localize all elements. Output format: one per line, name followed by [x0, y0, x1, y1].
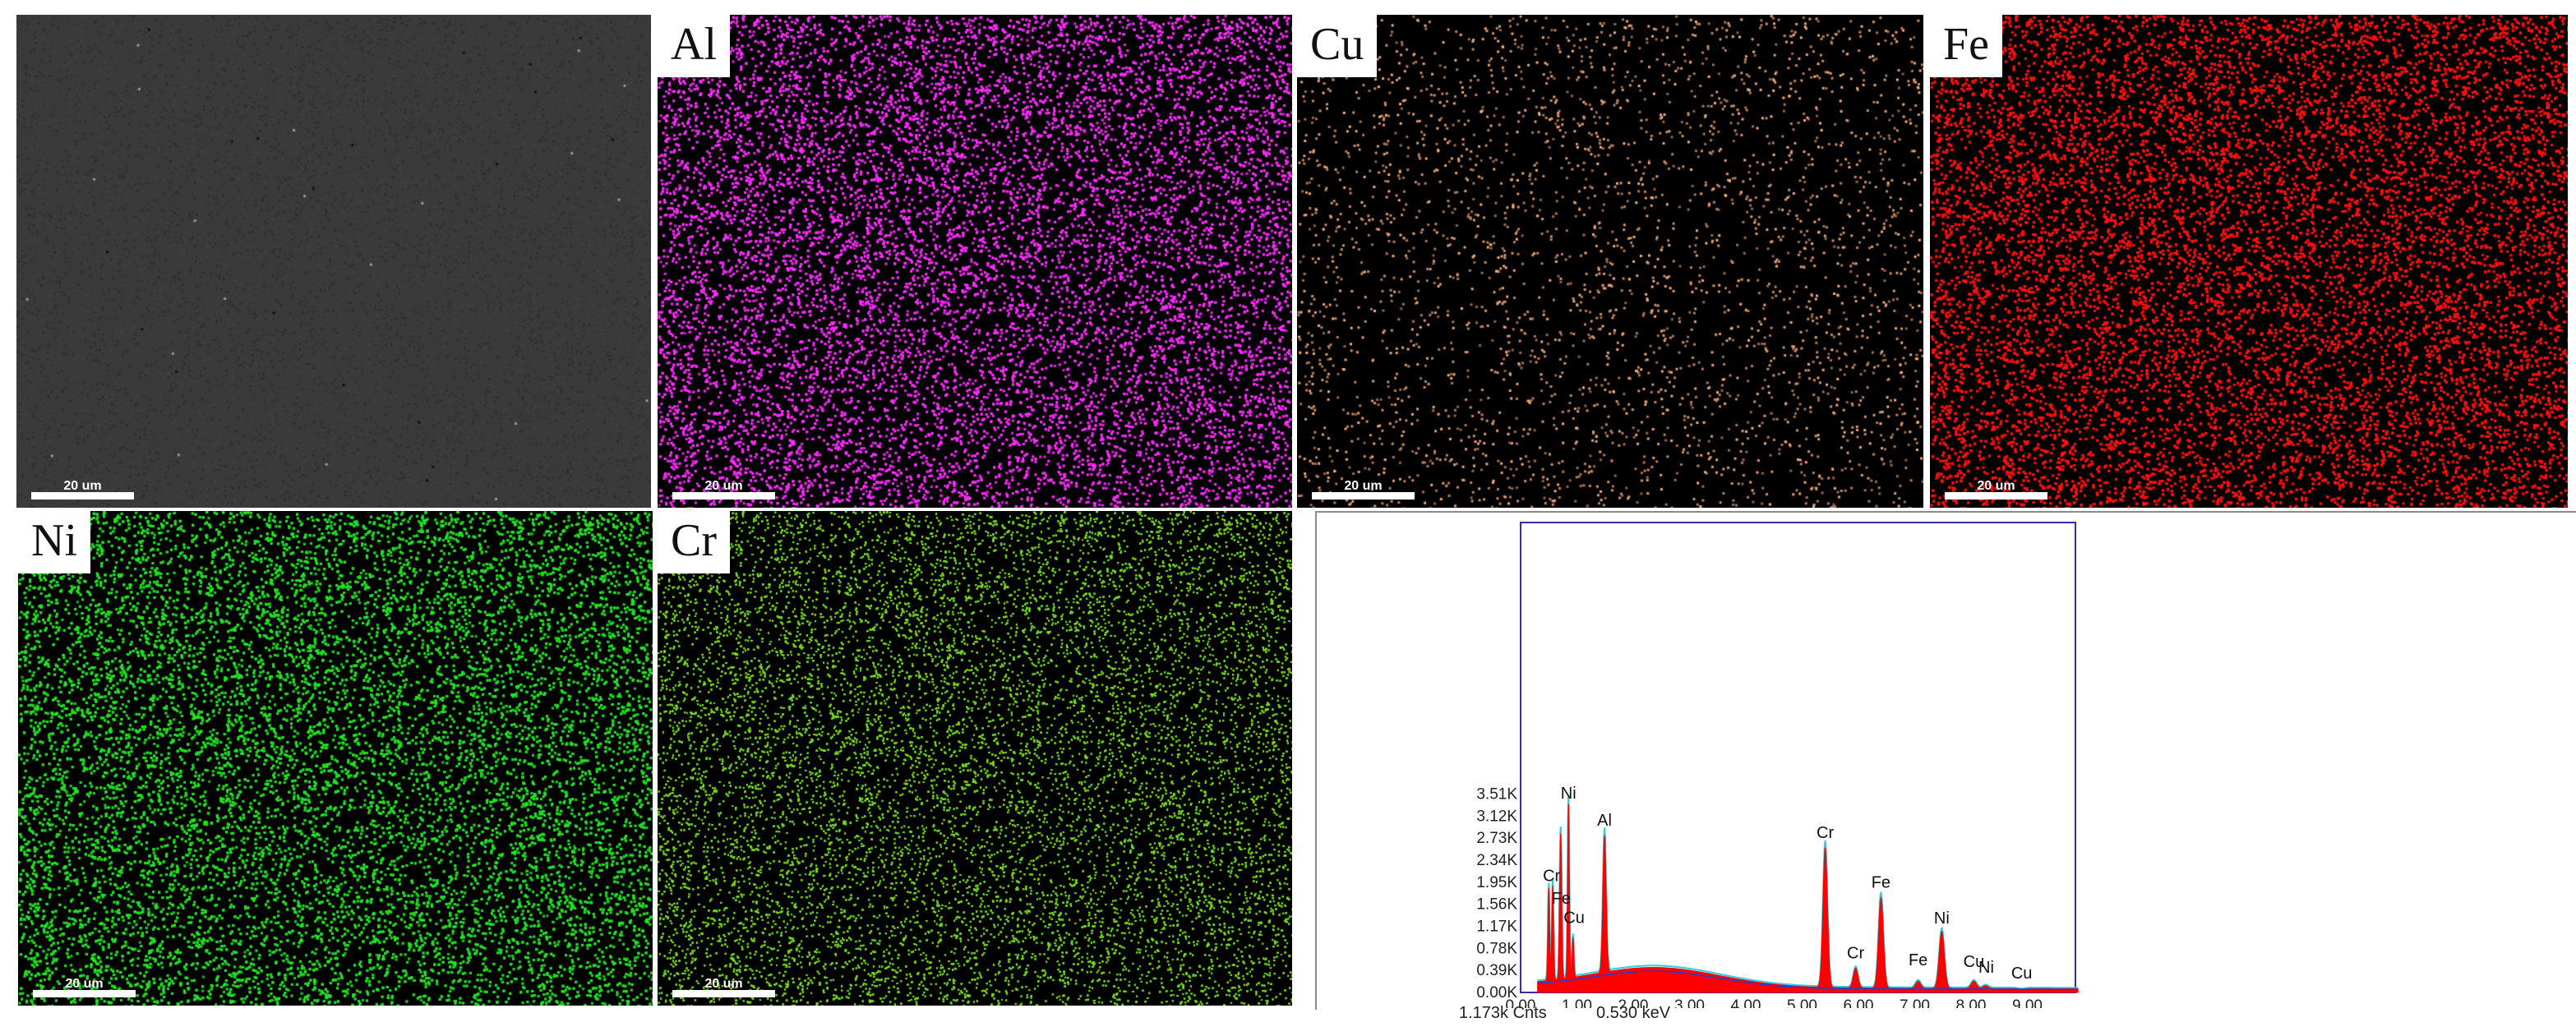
- sem-image-panel: 20 um: [16, 15, 651, 508]
- y-tick-label: 1.56K: [1476, 896, 1517, 914]
- scale-bar-line: [1945, 492, 2047, 500]
- background-fit-line: [1537, 970, 2075, 990]
- x-tick-label: 5.00: [1787, 997, 1817, 1008]
- ni-element-map: [18, 511, 653, 1006]
- eds-spectrum-frame: [1315, 511, 2576, 1010]
- cr-map-panel: Cr 20 um: [658, 511, 1292, 1006]
- x-tick-label: 0.00: [1506, 997, 1536, 1008]
- scale-bar-line: [33, 990, 136, 997]
- peak-label: Ni: [1978, 959, 1994, 977]
- x-tick-label: 3.00: [1674, 997, 1705, 1008]
- element-label-cu: Cu: [1297, 15, 1378, 77]
- y-tick-label: 0.39K: [1476, 962, 1517, 979]
- peak-label: Al: [1597, 812, 1612, 830]
- peak-label: Cr: [1817, 824, 1834, 842]
- spectrum-outline: [1537, 795, 2079, 990]
- cu-element-map: [1297, 15, 1923, 508]
- cr-element-map: [658, 511, 1292, 1006]
- peak-label: Cu: [1563, 909, 1585, 927]
- y-tick-label: 2.73K: [1476, 830, 1517, 847]
- al-element-map: [658, 15, 1292, 508]
- y-tick-label: 3.51K: [1476, 786, 1517, 803]
- element-label-cr: Cr: [658, 511, 730, 573]
- peak-label: Ni: [1934, 909, 1950, 928]
- y-tick-label: 0.00K: [1476, 984, 1517, 1001]
- scale-bar: 20 um: [672, 978, 775, 997]
- peak-label: Cu: [2011, 965, 2033, 983]
- x-tick-label: 8.00: [1956, 997, 1987, 1008]
- scale-bar-label: 20 um: [65, 977, 104, 991]
- fe-element-map: [1930, 15, 2568, 508]
- cursor-counts-readout: 1.173k Cnts: [1459, 1004, 1547, 1022]
- scale-bar-line: [672, 990, 775, 997]
- scale-bar-label: 20 um: [704, 479, 743, 493]
- sem-image: [16, 15, 651, 508]
- scale-bar-line: [31, 492, 134, 500]
- scale-bar-label: 20 um: [704, 977, 743, 991]
- spectrum-area: [1537, 803, 2079, 993]
- x-tick-label: 4.00: [1731, 997, 1761, 1008]
- peak-label: Fe: [1872, 874, 1890, 892]
- peak-label: Cr: [1847, 945, 1864, 963]
- y-tick-label: 1.95K: [1476, 874, 1517, 891]
- element-label-ni: Ni: [18, 511, 90, 573]
- peak-label: Ni: [1561, 785, 1577, 803]
- peak-label: Cu: [1964, 953, 1985, 971]
- cu-map-panel: Cu 20 um: [1297, 15, 1923, 508]
- scale-bar: 20 um: [1312, 480, 1415, 500]
- cursor-energy-readout: 0.530 keV: [1596, 1004, 1671, 1022]
- fe-map-panel: Fe 20 um: [1930, 15, 2568, 508]
- peak-label: Cr: [1543, 867, 1560, 885]
- scale-bar-label: 20 um: [1344, 479, 1383, 493]
- scale-bar-label: 20 um: [63, 479, 102, 493]
- scale-bar: 20 um: [1945, 480, 2047, 500]
- scale-bar: 20 um: [672, 480, 775, 500]
- scale-bar-line: [672, 492, 775, 500]
- y-tick-label: 3.12K: [1476, 808, 1517, 825]
- x-tick-label: 6.00: [1844, 997, 1874, 1008]
- y-tick-label: 1.17K: [1476, 919, 1517, 936]
- x-tick-label: 7.00: [1900, 997, 1930, 1008]
- element-label-fe: Fe: [1930, 15, 2002, 77]
- x-tick-label: 9.00: [2012, 997, 2043, 1008]
- scale-bar-line: [1312, 492, 1415, 500]
- al-map-panel: Al 20 um: [658, 15, 1292, 508]
- scale-bar-label: 20 um: [1977, 479, 2015, 493]
- peak-label: Fe: [1909, 951, 1927, 969]
- peak-label: Fe: [1552, 890, 1571, 908]
- scale-bar: 20 um: [31, 480, 134, 500]
- y-tick-label: 2.34K: [1476, 852, 1517, 869]
- x-tick-label: 1.00: [1562, 997, 1592, 1008]
- y-tick-label: 0.78K: [1476, 940, 1517, 957]
- ni-map-panel: Ni 20 um: [18, 511, 653, 1006]
- eds-spectrum-chart: 0.00 1.00 2.00 3.00 4.00 5.00 6.00 7.00 8.00 9.00…: [1476, 522, 2079, 1008]
- scale-bar: 20 um: [33, 978, 136, 997]
- element-label-al: Al: [658, 15, 730, 77]
- x-tick-label: 2.00: [1618, 997, 1649, 1008]
